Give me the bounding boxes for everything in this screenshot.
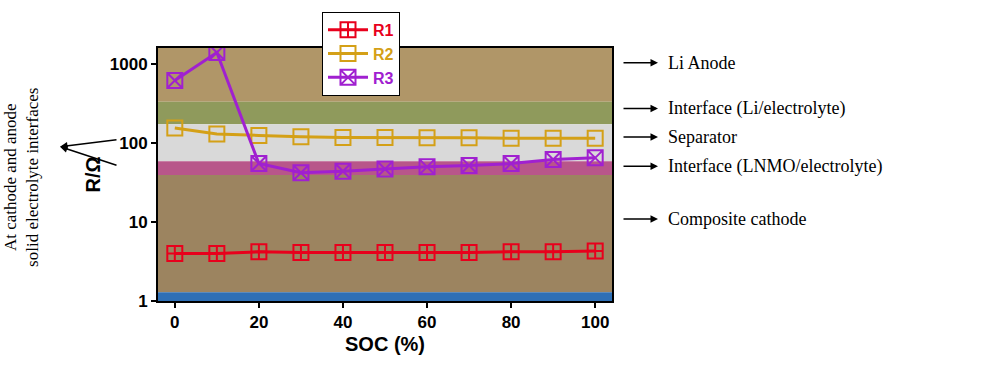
svg-text:SOC (%): SOC (%): [345, 333, 425, 355]
svg-text:0: 0: [170, 313, 179, 332]
svg-text:R2: R2: [373, 46, 394, 63]
svg-text:1000: 1000: [110, 55, 148, 74]
svg-text:Separator: Separator: [668, 127, 737, 147]
svg-text:R1: R1: [373, 22, 394, 39]
svg-text:100: 100: [581, 313, 609, 332]
svg-text:1: 1: [138, 292, 147, 311]
svg-text:80: 80: [502, 313, 521, 332]
svg-text:R3: R3: [373, 70, 394, 87]
svg-text:40: 40: [333, 313, 352, 332]
svg-text:Li Anode: Li Anode: [668, 53, 736, 73]
svg-text:Interface (LNMO/electrolyte): Interface (LNMO/electrolyte): [668, 156, 882, 177]
svg-text:10: 10: [129, 213, 148, 232]
svg-text:At cathode and anodesolid elec: At cathode and anodesolid electrolyte in…: [1, 88, 42, 267]
svg-text:R/Ω: R/Ω: [82, 156, 104, 192]
svg-text:Composite cathode: Composite cathode: [668, 209, 806, 229]
svg-text:60: 60: [418, 313, 437, 332]
svg-text:20: 20: [249, 313, 268, 332]
svg-text:Interface (Li/electrolyte): Interface (Li/electrolyte): [668, 98, 845, 119]
svg-text:100: 100: [119, 134, 147, 153]
